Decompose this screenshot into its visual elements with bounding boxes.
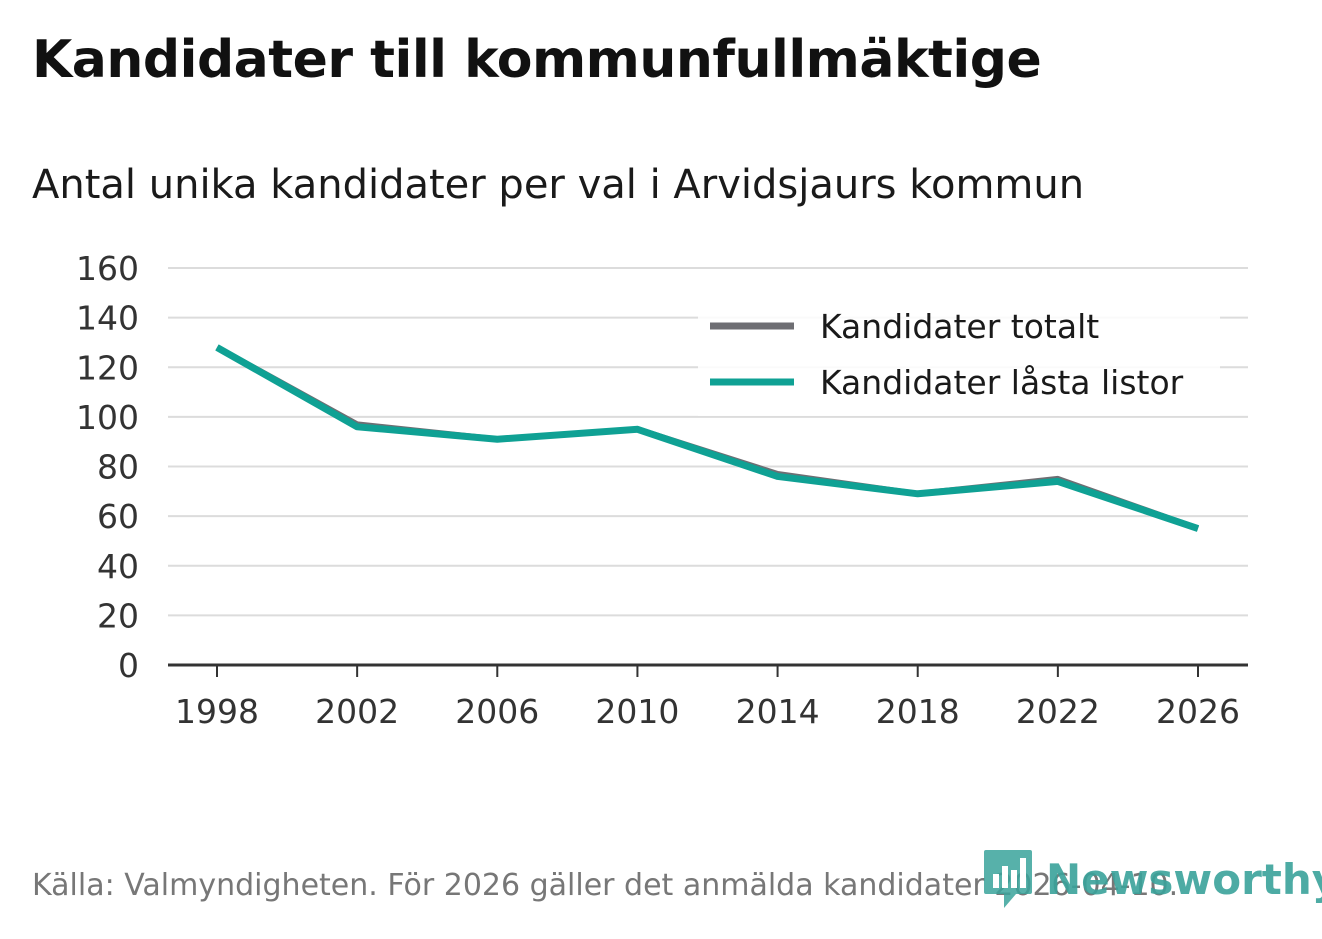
y-tick-label: 100 [76, 398, 139, 437]
legend: Kandidater totalt Kandidater låsta listor [698, 296, 1220, 416]
newsworthy-logo-text: Newsworthy [1046, 854, 1322, 904]
newsworthy-logo-icon [984, 850, 1032, 908]
x-tick-label: 2018 [876, 692, 960, 731]
x-tick-label: 2010 [595, 692, 679, 731]
x-axis: 1998 2002 2006 2010 2014 2018 2022 2026 [168, 663, 1248, 731]
y-tick-label: 20 [97, 596, 139, 635]
chart-subtitle: Antal unika kandidater per val i Arvidsj… [32, 162, 1085, 208]
newsworthy-logo: Newsworthy [982, 848, 1322, 910]
series-line-lasta-listor [215, 344, 1200, 532]
chart-title: Kandidater till kommunfullmäktige [32, 30, 1042, 90]
y-tick-label: 140 [76, 299, 139, 338]
series-lines [215, 344, 1200, 532]
x-tick-label: 2022 [1016, 692, 1100, 731]
y-tick-label: 60 [97, 497, 139, 536]
legend-label: Kandidater låsta listor [820, 363, 1184, 402]
y-axis-ticks: 0 20 40 60 80 100 120 140 160 [76, 249, 139, 685]
legend-label: Kandidater totalt [820, 307, 1099, 346]
y-tick-label: 0 [118, 646, 139, 685]
x-tick-label: 2026 [1156, 692, 1240, 731]
x-tick-label: 2014 [736, 692, 820, 731]
y-tick-label: 80 [97, 448, 139, 487]
x-tick-label: 2006 [455, 692, 539, 731]
x-tick-label: 1998 [175, 692, 259, 731]
y-tick-label: 160 [76, 249, 139, 288]
line-chart: 0 20 40 60 80 100 120 140 160 1998 2002 2006 2010 20… [76, 249, 1248, 731]
legend-background [698, 296, 1220, 416]
x-tick-label: 2002 [315, 692, 399, 731]
y-tick-label: 40 [97, 547, 139, 586]
y-tick-label: 120 [76, 348, 139, 387]
